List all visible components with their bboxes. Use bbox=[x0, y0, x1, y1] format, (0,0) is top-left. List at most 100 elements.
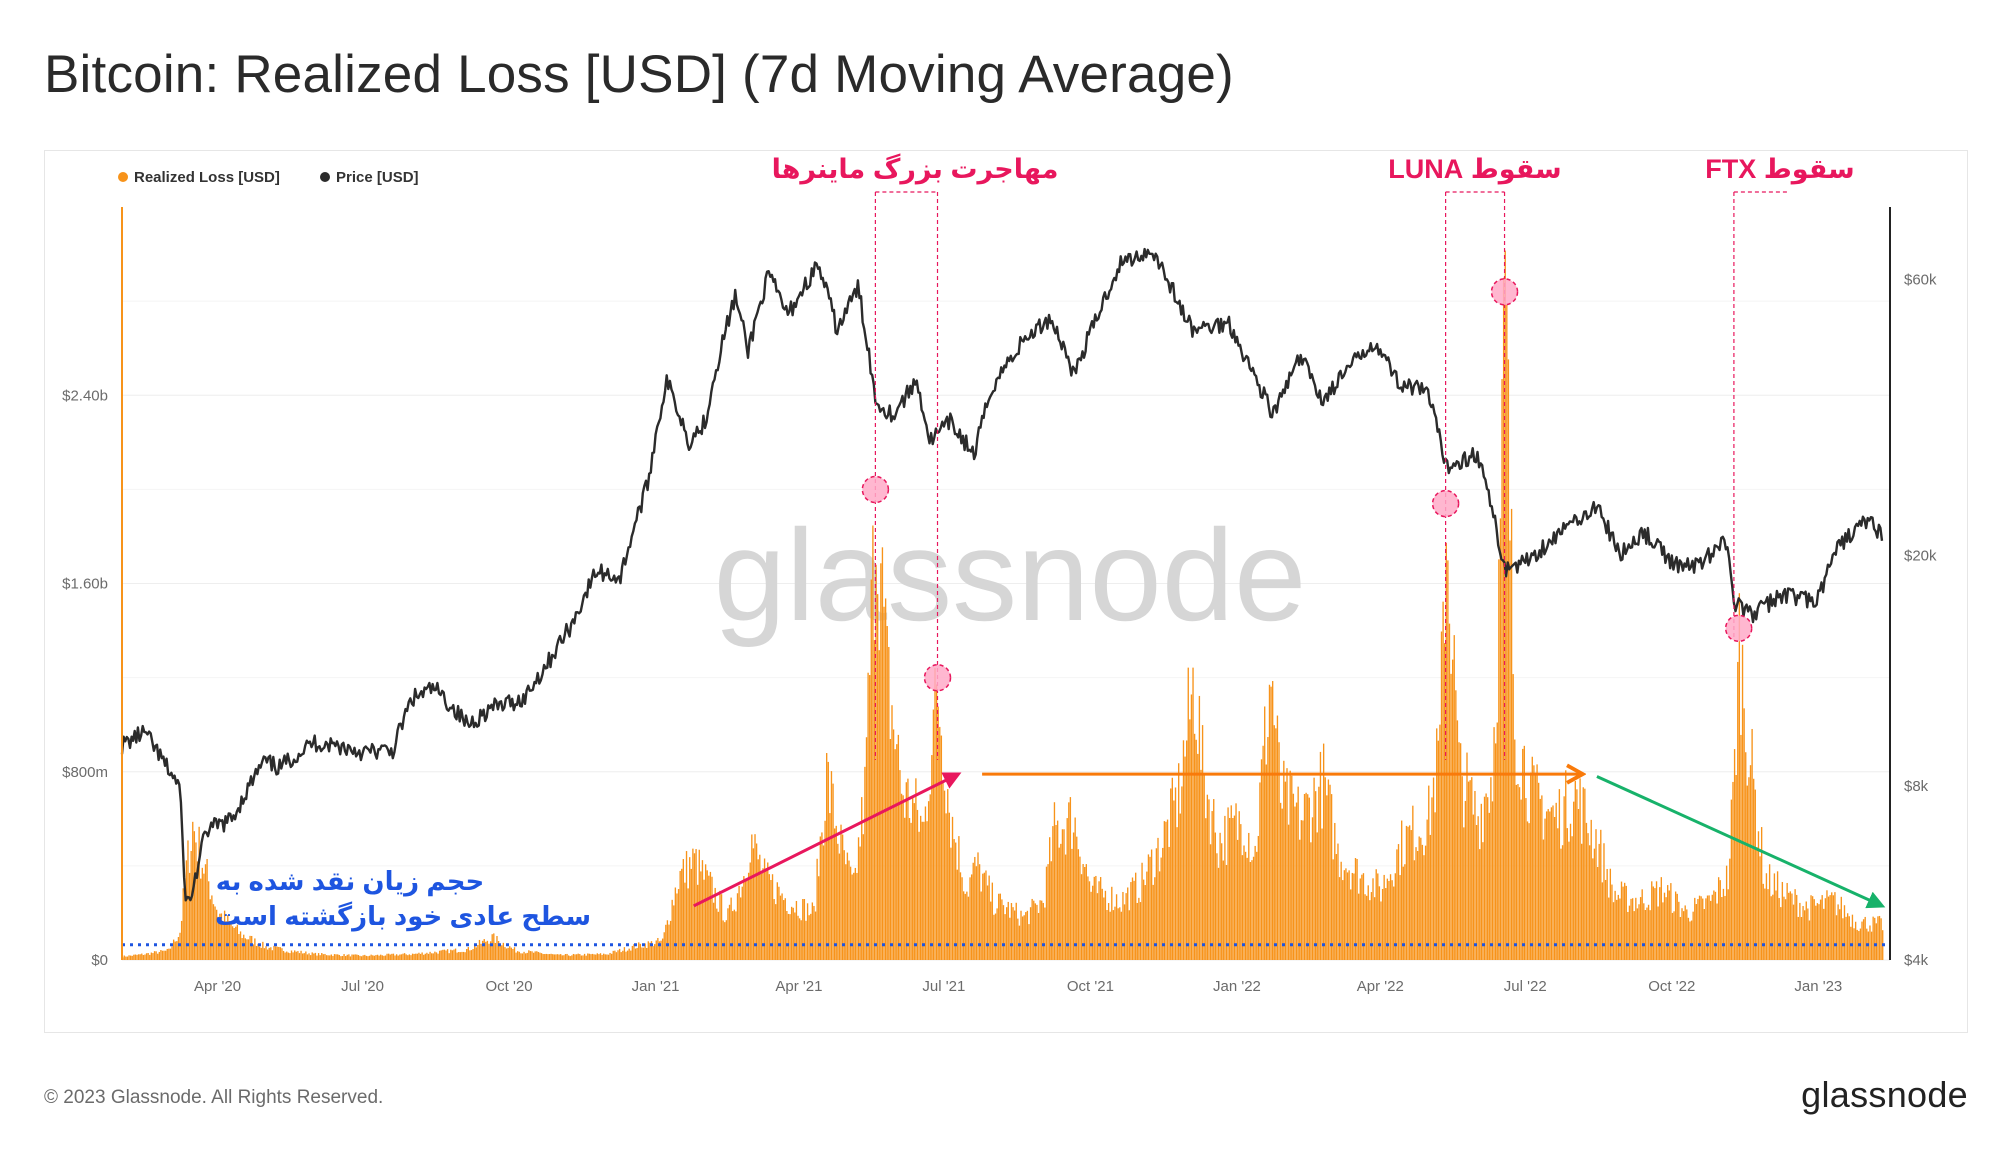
loss-bar bbox=[206, 859, 208, 960]
y-right-tick-label: $60k bbox=[1904, 271, 1937, 288]
loss-bar bbox=[1845, 916, 1847, 960]
loss-bar bbox=[332, 955, 334, 960]
chart-title: Bitcoin: Realized Loss [USD] (7d Moving … bbox=[44, 45, 1234, 104]
loss-bar bbox=[1751, 728, 1753, 960]
loss-bar bbox=[188, 872, 191, 960]
loss-bar bbox=[751, 834, 753, 960]
loss-bar bbox=[1173, 800, 1175, 960]
loss-bar bbox=[1329, 784, 1331, 960]
loss-bar bbox=[583, 953, 586, 960]
loss-bar bbox=[1044, 907, 1046, 960]
loss-bar bbox=[303, 953, 305, 960]
loss-bar bbox=[1050, 861, 1052, 960]
loss-bar bbox=[929, 794, 931, 960]
loss-bar bbox=[1394, 873, 1396, 960]
loss-bar bbox=[1617, 894, 1619, 960]
price-line bbox=[120, 247, 1884, 902]
loss-bar bbox=[1620, 881, 1623, 960]
loss-bar bbox=[1566, 828, 1569, 960]
loss-bar bbox=[1286, 768, 1288, 960]
loss-bar bbox=[555, 954, 557, 960]
loss-bar bbox=[681, 868, 683, 960]
loss-bar bbox=[1367, 885, 1369, 960]
loss-bar bbox=[1004, 914, 1006, 960]
loss-bar bbox=[1510, 508, 1513, 960]
trend-arrow bbox=[693, 772, 962, 908]
loss-bar bbox=[668, 924, 670, 960]
loss-bar bbox=[572, 953, 575, 960]
loss-bar bbox=[1875, 923, 1878, 960]
loss-bar bbox=[158, 951, 160, 960]
legend-label-price[interactable]: Price [USD] bbox=[336, 169, 419, 186]
loss-bar bbox=[1547, 809, 1549, 960]
loss-bar bbox=[394, 955, 396, 960]
loss-bar bbox=[633, 944, 635, 960]
loss-bar bbox=[1864, 916, 1866, 960]
loss-bar bbox=[932, 709, 935, 960]
loss-bar bbox=[1553, 816, 1556, 960]
loss-bar bbox=[1788, 892, 1790, 960]
loss-bar bbox=[826, 753, 828, 960]
loss-bar bbox=[1135, 872, 1137, 960]
loss-bar bbox=[1074, 817, 1076, 960]
loss-bar bbox=[832, 783, 834, 960]
loss-bar bbox=[657, 937, 659, 960]
y-left-tick-label: $1.60b bbox=[62, 576, 108, 593]
loss-bar bbox=[357, 955, 360, 960]
legend-label-realized-loss[interactable]: Realized Loss [USD] bbox=[134, 169, 280, 186]
loss-bar bbox=[1633, 911, 1635, 960]
loss-bar bbox=[1267, 737, 1269, 960]
loss-bar bbox=[1467, 781, 1470, 960]
loss-bar bbox=[1760, 827, 1763, 960]
loss-bar bbox=[808, 915, 810, 960]
loss-bar bbox=[475, 947, 477, 960]
x-tick-label: Apr '22 bbox=[1357, 978, 1404, 995]
loss-bar bbox=[1784, 899, 1787, 960]
loss-bar bbox=[141, 953, 143, 960]
loss-bar bbox=[1036, 904, 1038, 960]
loss-bar bbox=[179, 932, 181, 960]
loss-bar bbox=[811, 902, 814, 960]
loss-bar bbox=[1789, 891, 1791, 960]
loss-bar bbox=[792, 907, 794, 960]
loss-bar bbox=[203, 873, 205, 960]
loss-bar bbox=[294, 950, 296, 960]
loss-bar bbox=[1846, 913, 1849, 960]
loss-bar bbox=[1289, 770, 1291, 960]
loss-bar bbox=[219, 913, 221, 960]
loss-bar bbox=[966, 891, 968, 960]
loss-bar bbox=[1079, 856, 1081, 960]
loss-bar bbox=[241, 938, 243, 960]
loss-bar bbox=[1483, 796, 1486, 960]
footer-logo[interactable]: glassnode bbox=[1801, 1074, 1968, 1115]
loss-bar bbox=[378, 955, 380, 960]
loss-bar bbox=[149, 954, 151, 960]
loss-bar bbox=[1614, 890, 1616, 960]
loss-bar bbox=[1555, 802, 1557, 960]
loss-bar bbox=[1087, 876, 1089, 960]
loss-bar bbox=[1315, 791, 1317, 960]
loss-bar bbox=[972, 862, 974, 960]
loss-bar bbox=[437, 953, 439, 960]
footer-copyright: © 2023 Glassnode. All Rights Reserved. bbox=[44, 1087, 384, 1108]
loss-bar bbox=[155, 951, 157, 960]
loss-bar bbox=[1319, 751, 1322, 960]
loss-bar bbox=[1695, 904, 1698, 960]
loss-bar bbox=[630, 950, 632, 960]
loss-bar bbox=[388, 953, 390, 960]
loss-bar bbox=[1737, 661, 1739, 960]
loss-bar bbox=[1346, 872, 1349, 960]
loss-bar bbox=[1437, 740, 1439, 960]
loss-bar bbox=[706, 870, 708, 960]
loss-bar bbox=[985, 870, 987, 960]
loss-bar bbox=[1573, 801, 1575, 960]
loss-bar bbox=[580, 955, 583, 960]
loss-bar bbox=[719, 890, 721, 960]
loss-bar bbox=[1604, 879, 1607, 960]
loss-bar bbox=[1294, 806, 1296, 960]
loss-bar bbox=[1420, 837, 1422, 960]
loss-bar bbox=[1322, 743, 1325, 960]
loss-bar bbox=[276, 946, 278, 960]
loss-bar bbox=[773, 899, 775, 960]
loss-bar bbox=[362, 955, 364, 960]
